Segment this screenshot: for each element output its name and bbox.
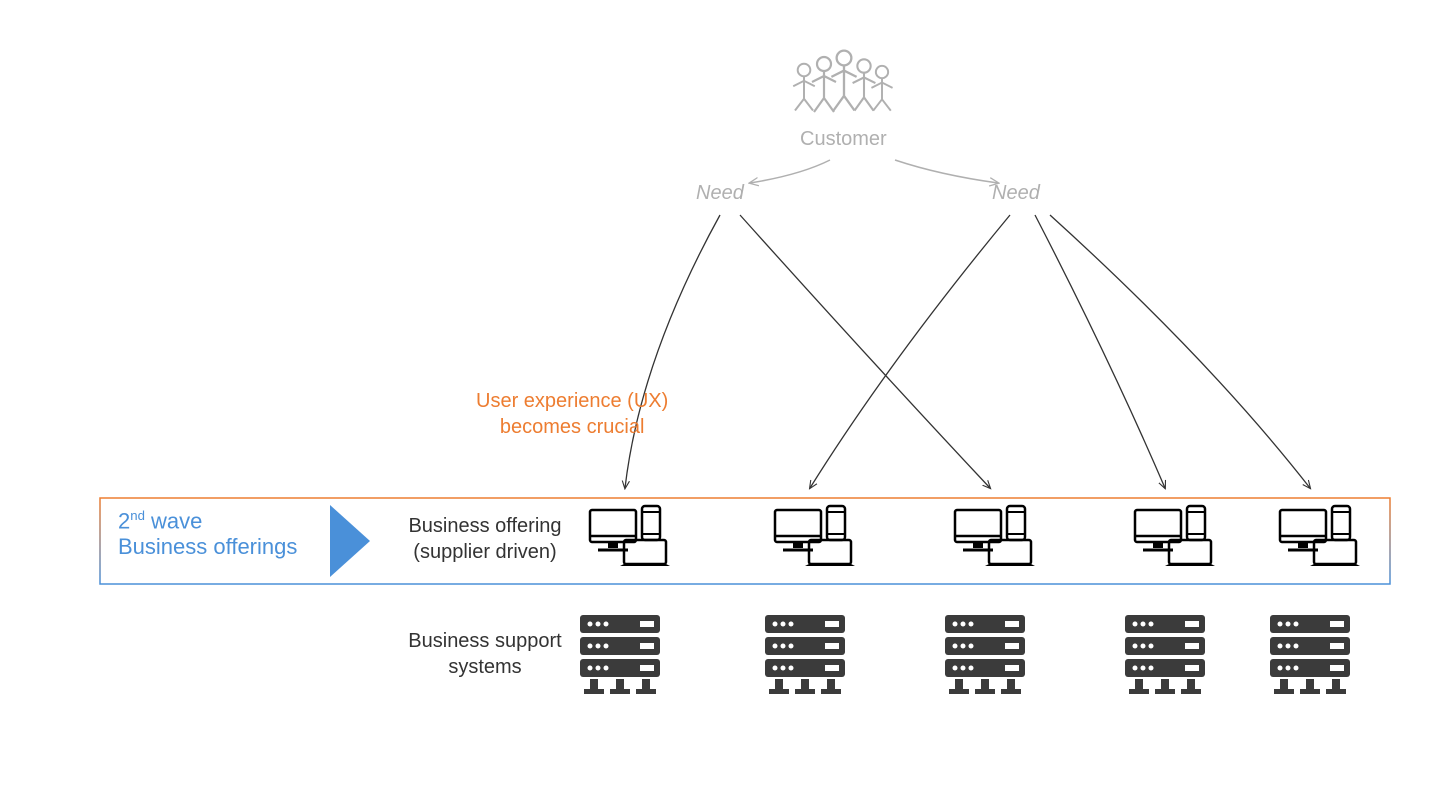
diagram-stage: { "canvas": { "width": 1440, "height": 8…	[0, 0, 1440, 810]
arrow-need-1	[625, 215, 720, 488]
offering-label-l2: (supplier driven)	[395, 539, 575, 565]
ux-line1: User experience (UX)	[476, 388, 668, 414]
need-label-right: Need	[992, 182, 1040, 205]
offering-label-l1: Business offering	[395, 513, 575, 539]
wave-title-post: wave	[145, 508, 202, 533]
arrows-layer	[0, 0, 1440, 810]
support-row-label: Business support systems	[395, 628, 575, 680]
arrow-need-4	[1035, 215, 1165, 488]
wave-title-sup: nd	[130, 508, 145, 523]
server-cluster-icon	[580, 615, 660, 694]
support-label-l2: systems	[395, 654, 575, 680]
device-cluster-icon	[590, 506, 670, 566]
device-cluster-icon	[1135, 506, 1215, 566]
arrow-need-3	[810, 215, 1010, 488]
wave-title: 2nd wave Business offerings	[118, 508, 297, 560]
server-cluster-icon	[945, 615, 1025, 694]
customer-people-icon	[793, 51, 892, 112]
server-cluster-icon	[765, 615, 845, 694]
devices-layer	[0, 0, 1440, 810]
arrow-need-2	[740, 215, 990, 488]
wave-triangle-icon	[330, 505, 370, 577]
wave-title-pre: 2	[118, 508, 130, 533]
wave-title-line2: Business offerings	[118, 534, 297, 560]
arrow-customer-left	[750, 160, 830, 183]
customer-label: Customer	[800, 128, 887, 151]
device-cluster-icon	[775, 506, 855, 566]
arrow-customer-right	[895, 160, 998, 183]
need-label-left: Need	[696, 182, 744, 205]
device-cluster-icon	[955, 506, 1035, 566]
wave-title-line1: 2nd wave	[118, 508, 297, 534]
arrow-need-5	[1050, 215, 1310, 488]
ux-line2: becomes crucial	[476, 414, 668, 440]
support-label-l1: Business support	[395, 628, 575, 654]
server-cluster-icon	[1270, 615, 1350, 694]
offering-row-label: Business offering (supplier driven)	[395, 513, 575, 565]
device-cluster-icon	[1280, 506, 1360, 566]
ux-callout: User experience (UX) becomes crucial	[476, 388, 668, 440]
server-cluster-icon	[1125, 615, 1205, 694]
